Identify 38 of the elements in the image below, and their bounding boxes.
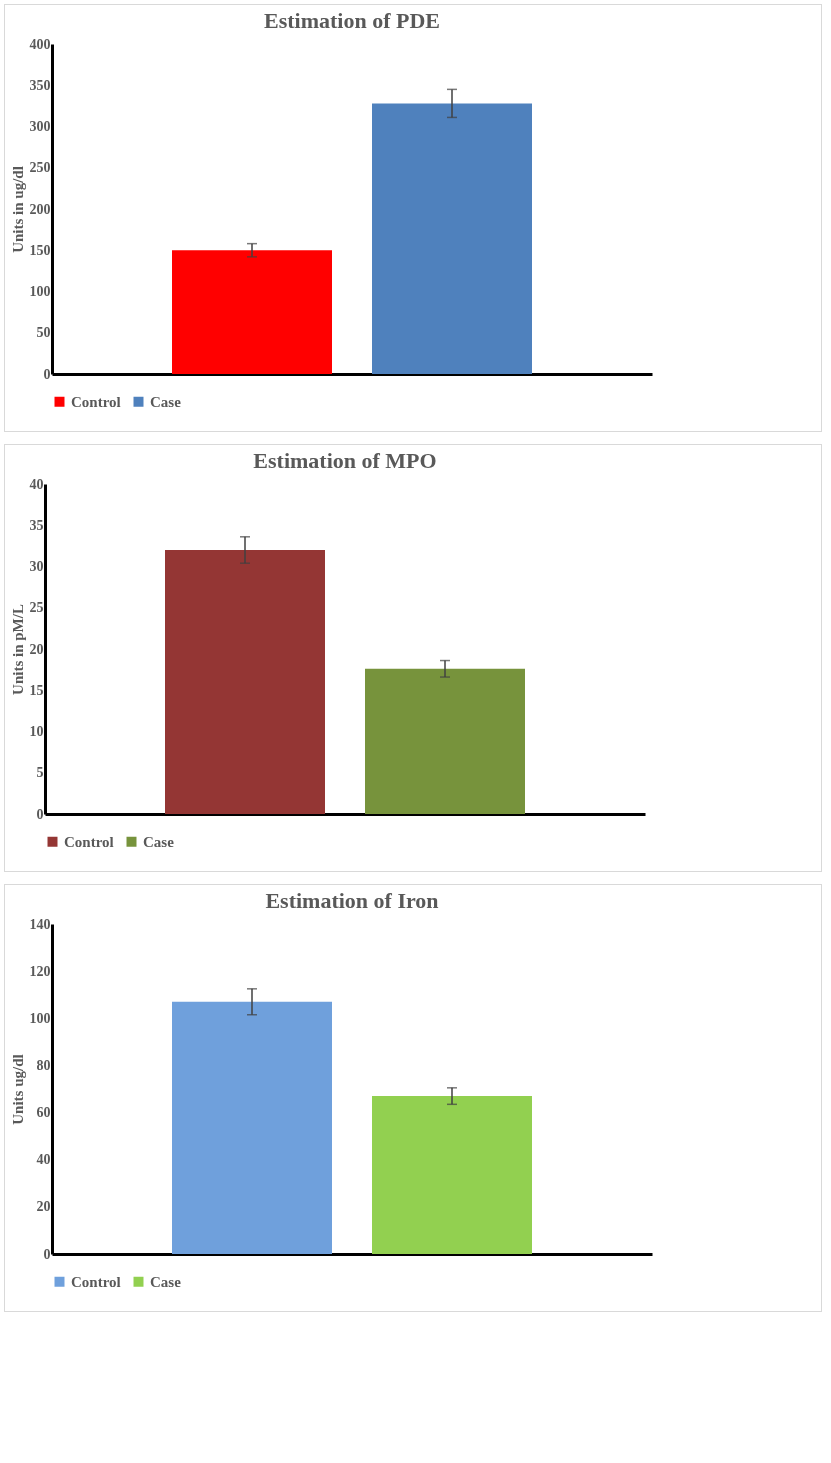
y-tick-label: 100	[29, 284, 51, 299]
y-tick-label: 60	[36, 1105, 51, 1121]
chart-title: Estimation of PDE	[264, 8, 440, 33]
y-tick-label: 150	[29, 242, 51, 258]
y-tick-label: 40	[29, 476, 44, 492]
y-axis-title: Units in ug/dl	[9, 166, 26, 253]
chart-title: Estimation of MPO	[253, 448, 437, 473]
legend-label: Control	[64, 833, 114, 850]
y-tick-label: 350	[29, 77, 51, 93]
y-tick-label: 120	[29, 963, 51, 979]
chart-title: Estimation of Iron	[265, 888, 439, 913]
y-tick-label: 20	[29, 641, 44, 657]
legend-label: Control	[71, 393, 121, 410]
y-tick-label: 250	[29, 160, 51, 176]
y-tick-label: 15	[29, 682, 44, 698]
y-tick-label: 10	[29, 724, 44, 739]
legend-label: Case	[143, 833, 175, 850]
y-tick-label: 0	[43, 366, 51, 382]
legend-label: Case	[150, 1273, 182, 1290]
y-tick-label: 35	[29, 517, 44, 533]
y-tick-label: 50	[36, 325, 51, 341]
y-tick-label: 0	[43, 1246, 51, 1262]
y-tick-label: 40	[36, 1152, 51, 1168]
y-tick-label: 400	[29, 36, 51, 52]
y-axis-title: Units ug/dl	[9, 1054, 26, 1125]
y-tick-label: 0	[36, 806, 44, 822]
y-tick-label: 30	[29, 559, 44, 574]
legend-label: Control	[71, 1273, 121, 1290]
y-tick-label: 20	[36, 1199, 51, 1215]
y-axis-title: Units in pM/L	[9, 604, 26, 695]
y-tick-label: 80	[36, 1057, 51, 1073]
legend-label: Case	[150, 393, 182, 410]
y-tick-label: 25	[29, 600, 44, 616]
y-tick-label: 5	[36, 765, 44, 781]
y-tick-label: 200	[29, 201, 51, 217]
y-tick-label: 140	[29, 916, 51, 932]
y-tick-label: 100	[29, 1010, 51, 1026]
y-tick-label: 300	[29, 119, 51, 134]
